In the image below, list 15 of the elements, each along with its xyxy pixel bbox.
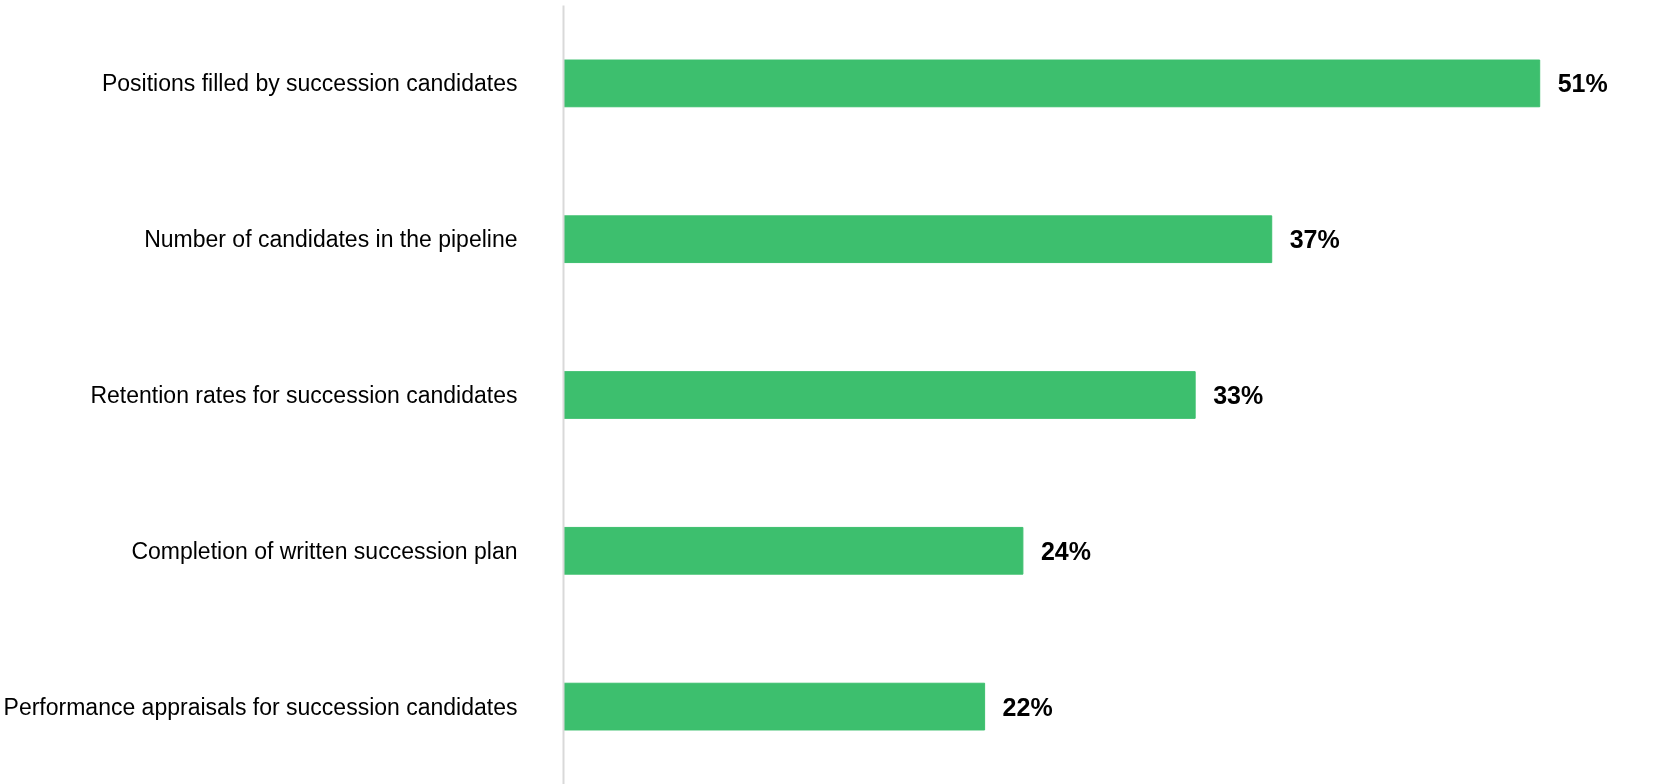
y-tick-label: Performance appraisals for succession candidates <box>3 693 518 720</box>
data-label: 22% <box>1002 692 1053 721</box>
data-label: 37% <box>1289 225 1340 254</box>
bar <box>563 215 1273 264</box>
bar <box>563 59 1541 108</box>
bar <box>563 682 986 731</box>
y-tick-label: Positions filled by succession candidates <box>102 70 518 97</box>
bar <box>563 526 1024 575</box>
data-label: 33% <box>1213 381 1264 409</box>
y-tick-label: Number of candidates in the pipeline <box>144 226 518 253</box>
y-tick-label: Completion of written succession plan <box>131 537 518 564</box>
data-label: 24% <box>1040 536 1091 565</box>
bar <box>563 371 1196 419</box>
data-label: 51% <box>1557 69 1608 98</box>
y-tick-label: Retention rates for succession candidates <box>90 382 518 408</box>
